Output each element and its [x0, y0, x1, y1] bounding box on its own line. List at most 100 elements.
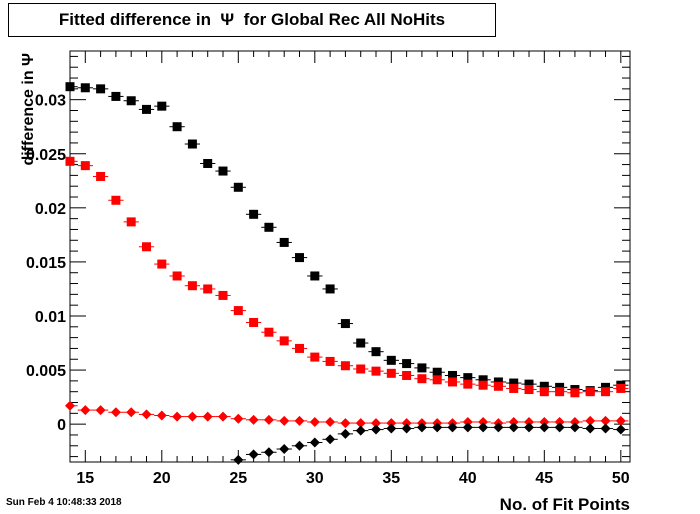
data-point-square: [325, 284, 335, 294]
data-point-diamond: [493, 422, 504, 433]
data-point-square: [601, 387, 611, 397]
data-series: [65, 82, 629, 465]
data-point-diamond: [478, 422, 489, 433]
data-point-square: [386, 355, 396, 365]
data-point-diamond: [462, 416, 473, 427]
data-point-diamond: [355, 418, 366, 429]
x-tick-label: 30: [306, 470, 324, 487]
data-point-square: [493, 381, 503, 391]
y-tick-label: 0.015: [26, 255, 66, 272]
x-axis-label: No. of Fit Points: [500, 495, 630, 514]
data-point-square: [172, 271, 182, 281]
data-point-square: [126, 217, 136, 227]
x-tick-label: 20: [153, 470, 171, 487]
data-point-diamond: [539, 416, 550, 427]
x-tick-label: 50: [612, 470, 630, 487]
chart-title: Fitted difference in Ψ for Global Rec Al…: [58, 10, 446, 29]
data-point-diamond: [340, 418, 351, 429]
data-point-square: [187, 139, 197, 149]
data-point-diamond: [401, 418, 412, 429]
chart-title-box: Fitted difference in Ψ for Global Rec Al…: [8, 3, 496, 37]
data-point-square: [264, 327, 274, 337]
x-tick-label: 40: [459, 470, 477, 487]
data-point-diamond: [218, 411, 229, 422]
data-point-diamond: [126, 407, 137, 418]
data-point-square: [340, 361, 350, 371]
data-point-diamond: [585, 415, 596, 426]
data-point-diamond: [340, 428, 351, 439]
data-point-square: [264, 222, 274, 232]
data-point-square: [432, 367, 442, 377]
data-point-square: [279, 336, 289, 346]
data-point-diamond: [309, 416, 320, 427]
data-point-diamond: [95, 405, 106, 416]
data-point-diamond: [386, 423, 397, 434]
data-point-square: [539, 387, 549, 397]
data-point-diamond: [508, 416, 519, 427]
y-axis: 0 0.005 0.01 0.015 0.02 0.025 0.03: [26, 55, 630, 458]
y-tick-label: 0.01: [35, 309, 66, 326]
data-point-diamond: [432, 422, 443, 433]
data-point-square: [218, 290, 228, 300]
data-point-diamond: [615, 415, 626, 426]
data-point-square: [295, 343, 305, 353]
plot-frame: [69, 50, 631, 463]
data-point-diamond: [279, 444, 290, 455]
data-point-diamond: [325, 416, 336, 427]
data-point-diamond: [371, 418, 382, 429]
data-point-diamond: [554, 422, 565, 433]
data-point-diamond: [172, 411, 183, 422]
data-point-square: [509, 383, 519, 393]
data-point-diamond: [569, 416, 580, 427]
data-point-diamond: [585, 423, 596, 434]
data-point-diamond: [600, 415, 611, 426]
data-point-square: [448, 377, 458, 387]
data-point-square: [524, 379, 534, 389]
data-point-square: [478, 380, 488, 390]
data-point-square: [570, 388, 580, 398]
data-point-diamond: [371, 424, 382, 435]
x-tick-label: 25: [229, 470, 247, 487]
data-point-diamond: [600, 423, 611, 434]
data-point-square: [65, 156, 75, 166]
data-point-diamond: [141, 409, 152, 420]
data-point-square: [417, 374, 427, 384]
data-point-square: [233, 182, 243, 192]
data-point-diamond: [309, 437, 320, 448]
data-point-diamond: [248, 414, 259, 425]
data-point-square: [585, 387, 595, 397]
x-tick-label: 35: [382, 470, 400, 487]
data-point-diamond: [325, 434, 336, 445]
data-point-diamond: [355, 425, 366, 436]
data-point-square: [402, 370, 412, 380]
data-point-square: [371, 347, 381, 357]
data-point-square: [356, 338, 366, 348]
data-point-diamond: [279, 415, 290, 426]
data-point-diamond: [233, 413, 244, 424]
data-point-diamond: [248, 449, 259, 460]
data-point-square: [111, 195, 121, 205]
data-point-diamond: [65, 400, 75, 411]
data-point-square: [142, 104, 152, 114]
data-point-square: [310, 352, 320, 362]
data-point-square: [463, 379, 473, 389]
data-point-square: [126, 96, 136, 106]
timestamp-footer: Sun Feb 4 10:48:33 2018: [6, 497, 122, 508]
data-point-square: [402, 359, 412, 369]
data-point-square: [432, 375, 442, 385]
y-tick-label: 0: [57, 417, 66, 434]
data-point-square: [157, 259, 167, 269]
data-point-square: [555, 387, 565, 397]
data-point-square: [279, 237, 289, 247]
data-point-square: [96, 171, 106, 181]
data-point-diamond: [569, 422, 580, 433]
x-tick-label: 15: [76, 470, 94, 487]
data-point-square: [524, 385, 534, 395]
data-point-diamond: [202, 411, 213, 422]
data-point-square: [65, 82, 75, 92]
data-point-diamond: [401, 423, 412, 434]
data-point-diamond: [187, 411, 198, 422]
data-point-diamond: [508, 422, 519, 433]
data-point-square: [478, 375, 488, 385]
data-point-square: [157, 101, 167, 111]
